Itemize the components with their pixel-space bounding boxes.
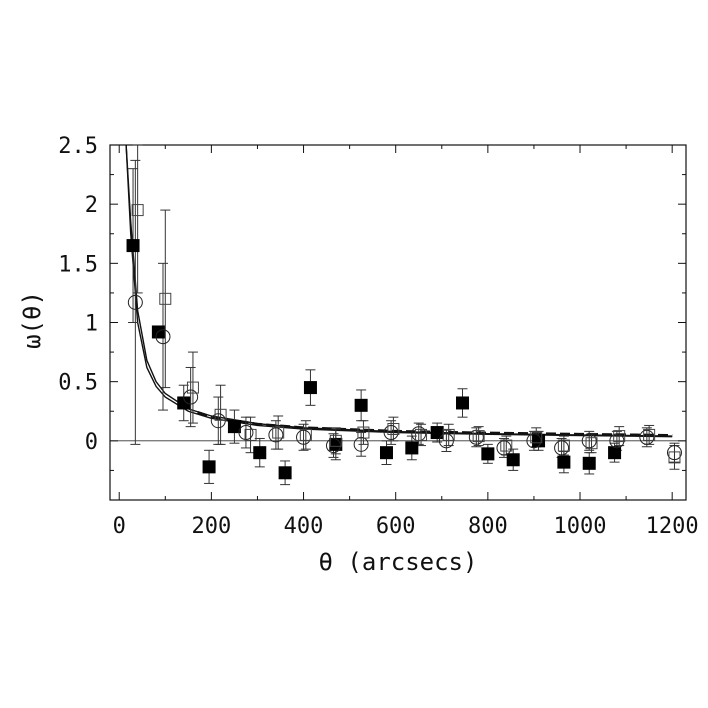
- filled-square-point: [481, 447, 495, 461]
- open-square-point: [214, 408, 227, 421]
- x-tick-label: 1000: [554, 514, 607, 539]
- filled-square-point: [430, 426, 444, 440]
- open-circle-point: [155, 329, 171, 345]
- x-tick-label: 1200: [646, 514, 699, 539]
- plot-frame: [109, 144, 687, 501]
- open-circle-point: [554, 440, 570, 456]
- filled-square-point: [253, 446, 267, 460]
- open-circle-point: [127, 294, 143, 310]
- filled-square-point: [608, 446, 622, 460]
- filled-square-point: [405, 441, 419, 455]
- filled-square-point: [557, 455, 571, 469]
- open-circle-point: [496, 440, 512, 456]
- open-square-point: [442, 428, 455, 441]
- open-square-point: [299, 428, 312, 441]
- open-circle-point: [526, 433, 542, 449]
- open-circle-point: [325, 438, 341, 454]
- x-tick-label: 0: [113, 514, 126, 539]
- y-tick-label: 0.5: [58, 371, 98, 396]
- x-tick-label: 400: [284, 514, 324, 539]
- open-square-point: [643, 428, 656, 441]
- axis-ticks: 0 200 400 600 800 1000 1200 2.5 2 1.5 1 0.5 0: [58, 134, 698, 539]
- filled-square-point: [202, 460, 216, 474]
- filled-square-point: [582, 456, 596, 470]
- filled-square-point: [532, 434, 546, 448]
- filled-square-point: [456, 396, 470, 410]
- open-circle-point: [353, 436, 369, 452]
- y-tick-label: 0: [85, 430, 98, 455]
- filled-square-point: [278, 466, 292, 480]
- x-tick-label: 800: [468, 514, 508, 539]
- open-circle-point: [639, 429, 655, 445]
- open-square-point: [500, 439, 513, 452]
- open-square-point: [668, 451, 681, 464]
- filled-square-point: [126, 239, 140, 253]
- fit-curves: [125, 144, 673, 438]
- open-circle-point: [183, 389, 199, 405]
- open-square-point: [530, 431, 543, 444]
- y-tick-label: 1.5: [58, 252, 98, 277]
- x-axis-title: θ (arcsecs): [319, 548, 478, 576]
- x-tick-label: 200: [192, 514, 232, 539]
- fit-curve: [197, 411, 673, 438]
- open-circle-point: [268, 427, 284, 443]
- open-square-point: [272, 426, 285, 439]
- open-square-point: [329, 434, 342, 447]
- open-square-point: [387, 423, 400, 435]
- y-tick-label: 2.5: [58, 134, 98, 159]
- filled-square-point: [506, 453, 520, 467]
- filled-square-point: [227, 420, 241, 434]
- y-tick-label: 2: [85, 193, 98, 218]
- open-square-point: [357, 426, 370, 439]
- open-square-point: [244, 428, 257, 441]
- x-tick-label: 600: [376, 514, 416, 539]
- open-square-point: [159, 292, 172, 305]
- filled-square-point: [303, 381, 317, 395]
- open-circle-point: [609, 433, 625, 449]
- open-circle-point: [296, 429, 312, 445]
- filled-square-point: [354, 398, 368, 412]
- filled-square-point: [379, 446, 393, 460]
- open-circle-point: [383, 425, 399, 441]
- open-square-point: [613, 430, 626, 443]
- filled-square-point: [177, 396, 191, 410]
- open-square-point: [472, 430, 485, 443]
- open-square-point: [557, 439, 570, 452]
- y-tick-label: 1: [85, 312, 98, 337]
- open-square-point: [186, 381, 199, 394]
- open-circle-point: [581, 433, 597, 449]
- fit-curve: [125, 144, 673, 437]
- open-circle-point: [238, 425, 254, 441]
- y-axis-title: ω(θ): [18, 291, 46, 349]
- open-circle-point: [666, 445, 682, 461]
- open-square-point: [585, 437, 598, 450]
- open-square-point: [415, 428, 428, 441]
- fit-curve: [125, 144, 673, 438]
- data-markers: [126, 204, 682, 480]
- open-square-point: [131, 204, 144, 217]
